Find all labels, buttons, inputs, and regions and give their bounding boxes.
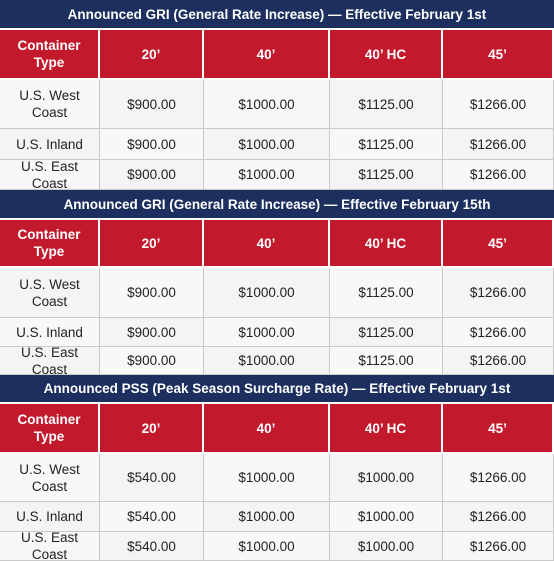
column-header: 45’: [443, 220, 554, 268]
column-header: 40’: [204, 404, 330, 454]
rate-cell: $540.00: [100, 454, 204, 502]
rate-cell: $1266.00: [443, 318, 554, 347]
rate-cell: $1000.00: [204, 318, 330, 347]
row-label: U.S. West Coast: [0, 80, 100, 129]
rate-cell: $1266.00: [443, 80, 554, 129]
column-header: 45’: [443, 404, 554, 454]
rate-cell: $1000.00: [330, 532, 443, 561]
row-label: U.S. Inland: [0, 318, 100, 347]
column-header: 40’: [204, 220, 330, 268]
rate-cell: $900.00: [100, 80, 204, 129]
row-label: U.S. East Coast: [0, 530, 100, 561]
rate-cell: $1000.00: [204, 129, 330, 160]
row-label: U.S. East Coast: [0, 345, 100, 377]
table-title: Announced PSS (Peak Season Surcharge Rat…: [0, 375, 554, 404]
rate-cell: $900.00: [100, 318, 204, 347]
column-header: 20’: [100, 220, 204, 268]
rate-cell: $900.00: [100, 268, 204, 318]
rate-cell: $1125.00: [330, 268, 443, 318]
row-label: U.S. Inland: [0, 502, 100, 532]
column-header: 40’ HC: [330, 220, 443, 268]
rate-cell: $1000.00: [330, 454, 443, 502]
rate-cell: $1266.00: [443, 129, 554, 160]
rate-cell: $1000.00: [204, 454, 330, 502]
rate-cell: $900.00: [100, 129, 204, 160]
rate-cell: $1266.00: [443, 347, 554, 375]
rate-cell: $1266.00: [443, 502, 554, 532]
row-label: U.S. East Coast: [0, 159, 100, 191]
rate-cell: $1266.00: [443, 160, 554, 190]
rate-cell: $1125.00: [330, 129, 443, 160]
column-header: 40’: [204, 30, 330, 80]
rate-cell: $1000.00: [204, 502, 330, 532]
rate-cell: $1266.00: [443, 532, 554, 561]
rate-cell: $1000.00: [204, 160, 330, 190]
rate-cell: $1125.00: [330, 80, 443, 129]
rate-cell: $1266.00: [443, 268, 554, 318]
column-header: 40’ HC: [330, 404, 443, 454]
rate-cell: $900.00: [100, 347, 204, 375]
rate-cell: $540.00: [100, 502, 204, 532]
table-title: Announced GRI (General Rate Increase) — …: [0, 190, 554, 220]
column-header: Container Type: [0, 30, 100, 80]
table-title: Announced GRI (General Rate Increase) — …: [0, 0, 554, 30]
column-header: 40’ HC: [330, 30, 443, 80]
column-header: Container Type: [0, 220, 100, 268]
column-header: Container Type: [0, 404, 100, 454]
rate-cell: $1266.00: [443, 454, 554, 502]
column-header: 20’: [100, 404, 204, 454]
rate-cell: $1000.00: [204, 532, 330, 561]
row-label: U.S. Inland: [0, 129, 100, 160]
rate-cell: $900.00: [100, 160, 204, 190]
rate-cell: $1125.00: [330, 318, 443, 347]
rate-cell: $1125.00: [330, 160, 443, 190]
column-header: 20’: [100, 30, 204, 80]
rate-cell: $540.00: [100, 532, 204, 561]
column-header: 45’: [443, 30, 554, 80]
row-label: U.S. West Coast: [0, 268, 100, 318]
rate-cell: $1000.00: [330, 502, 443, 532]
rate-cell: $1000.00: [204, 347, 330, 375]
row-label: U.S. West Coast: [0, 454, 100, 502]
rate-cell: $1000.00: [204, 268, 330, 318]
rate-cell: $1000.00: [204, 80, 330, 129]
rate-cell: $1125.00: [330, 347, 443, 375]
